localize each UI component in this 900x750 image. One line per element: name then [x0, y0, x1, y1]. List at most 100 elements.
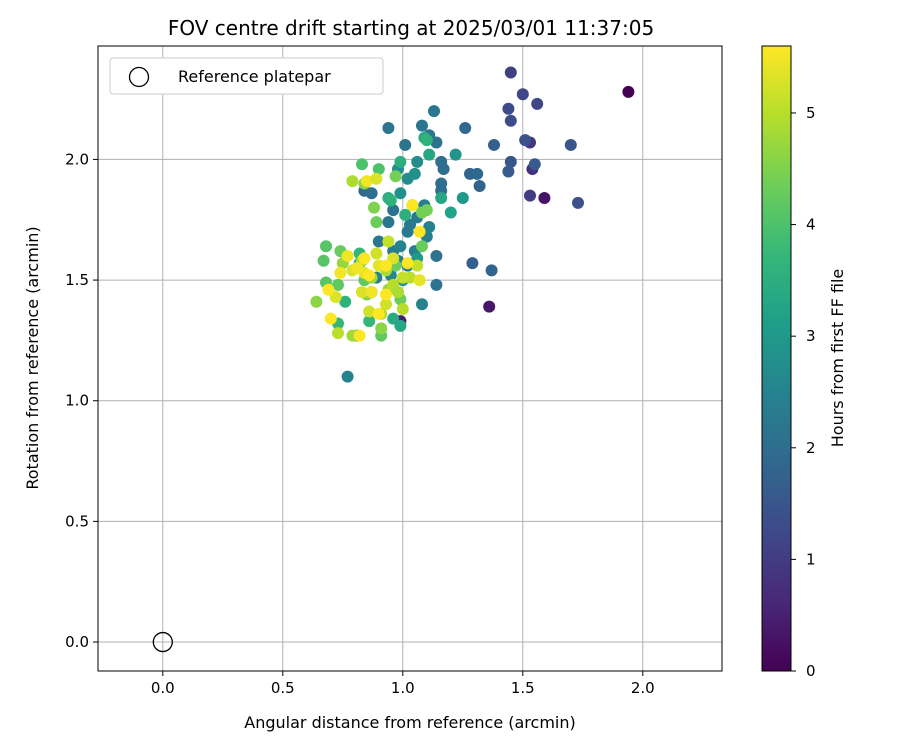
scatter-point — [372, 307, 385, 320]
scatter-point — [380, 298, 392, 311]
scatter-point — [375, 322, 388, 335]
scatter-point — [332, 278, 344, 291]
scatter-point — [420, 134, 433, 147]
scatter-point — [396, 271, 409, 284]
scatter-point — [317, 254, 330, 267]
x-tick-label: 2.0 — [631, 679, 655, 697]
scatter-point — [380, 259, 392, 272]
scatter-point — [310, 295, 323, 308]
scatter-point — [488, 138, 500, 151]
scatter-point — [368, 201, 380, 214]
y-tick-label: 2.0 — [65, 150, 89, 168]
scatter-point — [420, 204, 433, 217]
scatter-point — [370, 172, 383, 185]
scatter-point — [416, 240, 428, 253]
y-tick-label: 1.5 — [65, 271, 89, 289]
scatter-point — [365, 286, 378, 299]
y-axis-label: Rotation from reference (arcmin) — [23, 226, 42, 489]
scatter-point — [332, 327, 344, 340]
scatter-point — [435, 192, 448, 205]
scatter-point — [413, 274, 426, 287]
scatter-point — [363, 269, 376, 282]
scatter-point — [444, 206, 457, 219]
y-tick-label: 0.5 — [65, 512, 89, 530]
scatter-point — [502, 102, 515, 115]
colorbar-tick-label: 4 — [806, 216, 816, 234]
scatter-point — [380, 288, 392, 301]
scatter-point — [416, 298, 428, 311]
scatter-point — [531, 97, 544, 110]
scatter-point — [459, 122, 472, 135]
colorbar-tick-label: 5 — [806, 104, 816, 122]
scatter-point — [372, 163, 385, 176]
scatter-point — [538, 192, 551, 205]
scatter-point — [341, 249, 354, 262]
scatter-point — [356, 158, 368, 171]
scatter-point — [485, 264, 498, 277]
scatter-point — [341, 370, 354, 383]
scatter-point — [466, 257, 479, 270]
x-tick-label: 0.5 — [271, 679, 295, 697]
scatter-point — [394, 187, 407, 200]
scatter-point — [372, 235, 385, 248]
scatter-point — [423, 220, 436, 233]
scatter-point — [411, 259, 424, 272]
scatter-point — [365, 187, 378, 200]
scatter-point — [363, 305, 376, 318]
scatter-point — [413, 225, 426, 238]
scatter-point — [399, 138, 412, 151]
scatter-point — [502, 165, 515, 178]
plot-frame — [97, 45, 723, 672]
colorbar-gradient — [761, 45, 792, 672]
colorbar-label: Hours from first FF file — [828, 269, 847, 448]
scatter-point — [399, 208, 412, 221]
scatter-point — [564, 138, 577, 151]
scatter-point — [370, 247, 383, 260]
legend-marker-reference — [128, 66, 150, 88]
scatter-point — [358, 252, 371, 265]
x-axis-ticks: 0.0 0.5 1.0 1.5 2.0 — [151, 671, 655, 697]
scatter-point — [406, 199, 419, 212]
scatter-point — [389, 170, 402, 183]
scatter-point — [392, 286, 404, 299]
scatter-point — [370, 216, 383, 229]
legend: Reference platepar — [109, 57, 384, 95]
scatter-point — [456, 192, 469, 205]
colorbar-tick-label: 3 — [806, 327, 816, 345]
y-tick-label: 1.0 — [65, 392, 89, 410]
scatter-point — [430, 278, 443, 291]
colorbar-tick-label: 2 — [806, 439, 816, 457]
scatter-point — [504, 114, 517, 127]
scatter-point — [524, 189, 536, 202]
scatter-point — [622, 85, 635, 98]
legend-label-reference: Reference platepar — [178, 67, 331, 86]
scatter-point — [411, 155, 424, 168]
scatter-point — [339, 295, 352, 308]
scatter-point — [322, 283, 335, 296]
y-axis-ticks: 0.0 0.5 1.0 1.5 2.0 — [65, 150, 98, 651]
scatter-point — [382, 122, 395, 135]
x-tick-label: 1.0 — [391, 679, 415, 697]
colorbar-ticks: 0 1 2 3 4 5 — [791, 104, 816, 680]
scatter-point — [408, 167, 421, 180]
scatter-point — [360, 175, 373, 188]
colorbar: 0 1 2 3 4 5 Hours from first FF file — [761, 45, 847, 680]
scatter-point — [428, 105, 440, 118]
scatter-point — [396, 303, 409, 316]
x-tick-label: 0.0 — [151, 679, 175, 697]
colorbar-tick-label: 1 — [806, 550, 816, 568]
x-axis-label: Angular distance from reference (arcmin) — [244, 713, 575, 732]
scatter-point — [382, 216, 395, 229]
scatter-point — [483, 300, 496, 313]
x-tick-label: 1.5 — [511, 679, 535, 697]
scatter-point — [572, 196, 584, 209]
scatter-point — [504, 155, 517, 168]
y-tick-label: 0.0 — [65, 633, 89, 651]
scatter-point — [437, 163, 450, 176]
scatter-point — [382, 235, 395, 248]
scatter-points — [310, 66, 635, 383]
scatter-point — [430, 249, 443, 262]
scatter-point — [401, 257, 414, 270]
